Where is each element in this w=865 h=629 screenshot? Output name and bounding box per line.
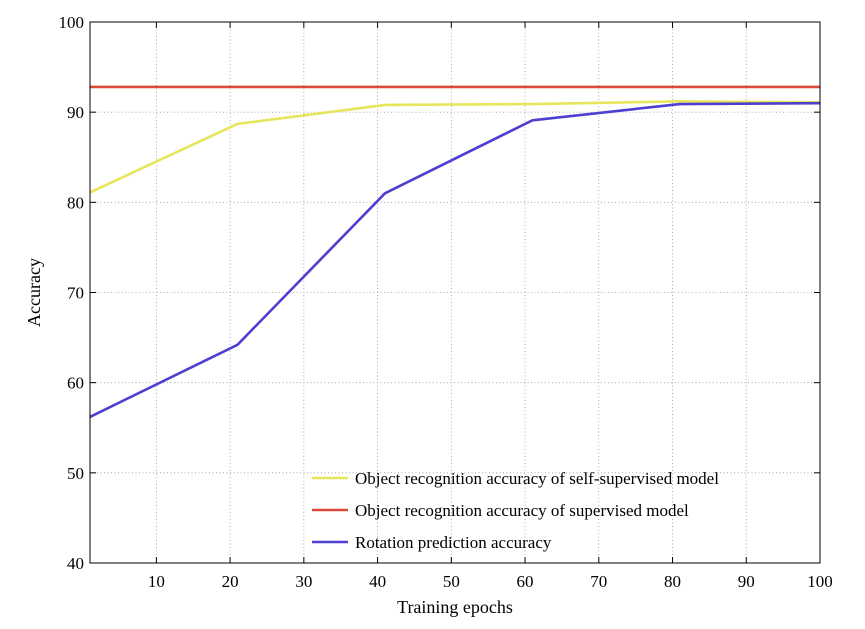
x-tick-label: 70: [590, 572, 607, 591]
legend-label-1: Object recognition accuracy of supervise…: [355, 501, 689, 520]
x-tick-label: 60: [517, 572, 534, 591]
x-tick-label: 30: [295, 572, 312, 591]
y-axis-label: Accuracy: [24, 258, 44, 327]
series-lines: [89, 85, 821, 419]
y-tick-label: 100: [59, 13, 85, 32]
y-tick-label: 40: [67, 554, 84, 573]
ticks: 10 20 30 40 50 60 70 80 90 100 40 50 60 70 80 90 100: [59, 13, 833, 591]
y-tick-label: 70: [67, 284, 84, 303]
legend-label-0: Object recognition accuracy of self-supe…: [355, 469, 719, 488]
x-tick-label: 50: [443, 572, 460, 591]
x-tick-label: 10: [148, 572, 165, 591]
y-tick-label: 50: [67, 464, 84, 483]
x-tick-label: 20: [222, 572, 239, 591]
series-line-2: [89, 101, 821, 419]
series-line-0: [89, 100, 821, 194]
x-tick-label: 100: [807, 572, 833, 591]
y-tick-label: 90: [67, 103, 84, 122]
y-tick-label: 80: [67, 193, 84, 212]
y-tick-label: 60: [67, 374, 84, 393]
legend-label-2: Rotation prediction accuracy: [355, 533, 552, 552]
x-tick-label: 40: [369, 572, 386, 591]
x-axis-label: Training epochs: [397, 597, 513, 617]
legend: Object recognition accuracy of self-supe…: [312, 469, 719, 552]
x-tick-label: 90: [738, 572, 755, 591]
x-tick-label: 80: [664, 572, 681, 591]
grid: [90, 22, 820, 563]
